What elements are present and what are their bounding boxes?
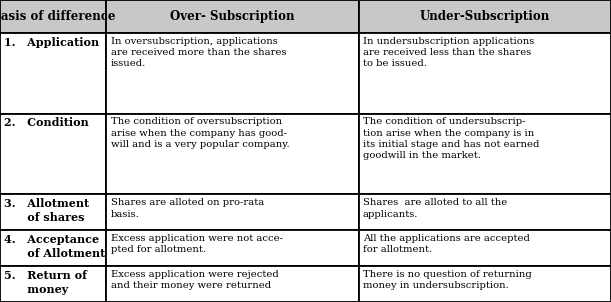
Text: Basis of difference: Basis of difference [0, 10, 115, 23]
Bar [359, 266, 611, 302]
Text: 3.   Allotment
      of shares: 3. Allotment of shares [4, 198, 89, 223]
Bar [359, 230, 611, 266]
Text: The condition of undersubscrip-
tion arise when the company is in
its initial st: The condition of undersubscrip- tion ari… [363, 117, 540, 160]
Bar [0, 230, 106, 266]
Bar [359, 33, 611, 114]
Text: In undersubscription applications
are received less than the shares
to be issued: In undersubscription applications are re… [363, 37, 534, 68]
Text: In oversubscription, applications
are received more than the shares
issued.: In oversubscription, applications are re… [111, 37, 286, 68]
Text: Excess application were rejected
and their money were returned: Excess application were rejected and the… [111, 270, 279, 291]
Bar [106, 114, 359, 194]
Text: All the applications are accepted
for allotment.: All the applications are accepted for al… [363, 234, 530, 255]
Bar [106, 194, 359, 230]
Bar [106, 230, 359, 266]
Bar [0, 114, 106, 194]
Text: 4.   Acceptance
      of Allotment: 4. Acceptance of Allotment [4, 234, 106, 259]
Bar [0, 0, 106, 33]
Text: Under-Subscription: Under-Subscription [420, 10, 550, 23]
Bar [359, 0, 611, 33]
Text: 1.   Application: 1. Application [4, 37, 100, 47]
Text: Over- Subscription: Over- Subscription [170, 10, 295, 23]
Text: Shares  are alloted to all the
applicants.: Shares are alloted to all the applicants… [363, 198, 507, 219]
Text: There is no question of returning
money in undersubscription.: There is no question of returning money … [363, 270, 532, 291]
Bar [106, 0, 359, 33]
Bar [106, 33, 359, 114]
Text: Shares are alloted on pro-rata
basis.: Shares are alloted on pro-rata basis. [111, 198, 264, 219]
Bar [359, 114, 611, 194]
Text: Excess application were not acce-
pted for allotment.: Excess application were not acce- pted f… [111, 234, 283, 255]
Bar [0, 33, 106, 114]
Bar [359, 194, 611, 230]
Text: 5.   Return of
      money: 5. Return of money [4, 270, 87, 295]
Text: 2.   Condition: 2. Condition [4, 117, 89, 128]
Text: The condition of oversubscription
arise when the company has good-
will and is a: The condition of oversubscription arise … [111, 117, 289, 149]
Bar [106, 266, 359, 302]
Bar [0, 266, 106, 302]
Bar [0, 194, 106, 230]
